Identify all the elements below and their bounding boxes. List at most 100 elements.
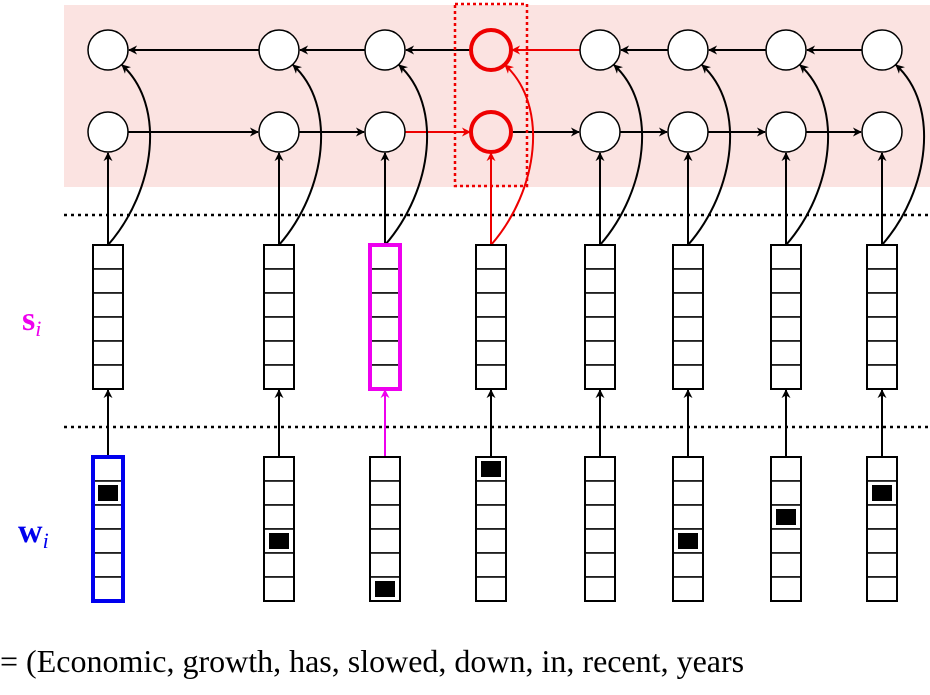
embedding-vector [672,244,704,390]
forward-rnn-node [258,111,300,153]
embedding-to-backward-arrow [687,64,731,246]
onehot-cell [475,504,507,530]
embedding-cell [369,268,401,294]
onehot-cell [672,552,704,578]
embedding-cell [263,268,295,294]
backward-rnn-node [667,29,709,71]
embedding-cell [672,244,704,270]
embedding-vector [770,244,802,390]
embedding-cell [866,292,898,318]
embedding-cell [866,268,898,294]
embedding-cell [584,340,616,366]
embedding-cell [369,316,401,342]
backward-rnn-node [87,29,129,71]
embedding-cell [584,364,616,390]
onehot-cell [866,456,898,482]
embedding-cell [584,316,616,342]
onehot-active-cell [678,533,698,549]
embedding-to-backward-arrow [599,64,643,246]
onehot-cell [475,552,507,578]
onehot-cell [263,576,295,602]
embedding-cell [672,364,704,390]
embedding-cell [584,244,616,270]
onehot-cell [770,576,802,602]
backward-rnn-node [469,28,513,72]
onehot-cell [475,528,507,554]
embedding-cell [475,292,507,318]
onehot-cell [263,504,295,530]
selected-rnn-column-box [453,2,529,188]
word-vector [770,456,802,602]
embedding-cell [263,316,295,342]
embedding-cell [92,316,124,342]
embedding-cell [584,292,616,318]
backward-rnn-node [579,29,621,71]
word-vector [584,456,616,602]
forward-rnn-node [579,111,621,153]
embedding-cell [770,268,802,294]
onehot-active-cell [776,509,796,525]
backward-rnn-node [765,29,807,71]
onehot-cell [92,552,124,578]
embedding-cell [475,316,507,342]
embedding-cell [672,316,704,342]
forward-rnn-node [469,110,513,154]
onehot-cell [369,528,401,554]
backward-rnn-node [258,29,300,71]
forward-rnn-node [765,111,807,153]
embedding-cell [866,364,898,390]
onehot-cell [263,456,295,482]
embedding-to-backward-arrow [785,64,829,246]
onehot-cell [584,552,616,578]
embedding-cell [672,268,704,294]
word-vector [672,456,704,602]
embedding-vector [92,244,124,390]
onehot-cell [672,480,704,506]
embedding-cell [584,268,616,294]
onehot-cell [369,504,401,530]
word-vector [91,455,125,603]
embedding-to-backward-arrow [384,64,428,246]
onehot-cell [263,552,295,578]
onehot-cell [369,456,401,482]
embedding-vector [584,244,616,390]
embedding-vector [368,243,402,391]
embedding-cell [475,340,507,366]
onehot-cell [770,480,802,506]
embedding-label-subscript: i [35,316,41,341]
onehot-cell [866,576,898,602]
word-label: wi [18,513,49,553]
embedding-cell [770,292,802,318]
onehot-cell [92,528,124,554]
onehot-active-cell [98,485,118,501]
onehot-cell [584,504,616,530]
embedding-cell [369,364,401,390]
embedding-cell [263,292,295,318]
embedding-cell [866,340,898,366]
embedding-cell [92,340,124,366]
backward-rnn-node [861,29,903,71]
embedding-cell [369,340,401,366]
onehot-cell [369,480,401,506]
embedding-cell [92,244,124,270]
embedding-cell [770,244,802,270]
embedding-cell [770,364,802,390]
forward-rnn-node [87,111,129,153]
onehot-cell [92,456,124,482]
onehot-cell [866,552,898,578]
word-vector [263,456,295,602]
embedding-to-backward-arrow [278,64,322,246]
embedding-cell [672,340,704,366]
onehot-cell [770,528,802,554]
onehot-cell [866,504,898,530]
embedding-cell [369,292,401,318]
embedding-vector [866,244,898,390]
embedding-cell [92,268,124,294]
onehot-cell [263,480,295,506]
embedding-cell [475,244,507,270]
onehot-cell [584,528,616,554]
embedding-cell [475,364,507,390]
forward-rnn-node [364,111,406,153]
onehot-cell [584,576,616,602]
